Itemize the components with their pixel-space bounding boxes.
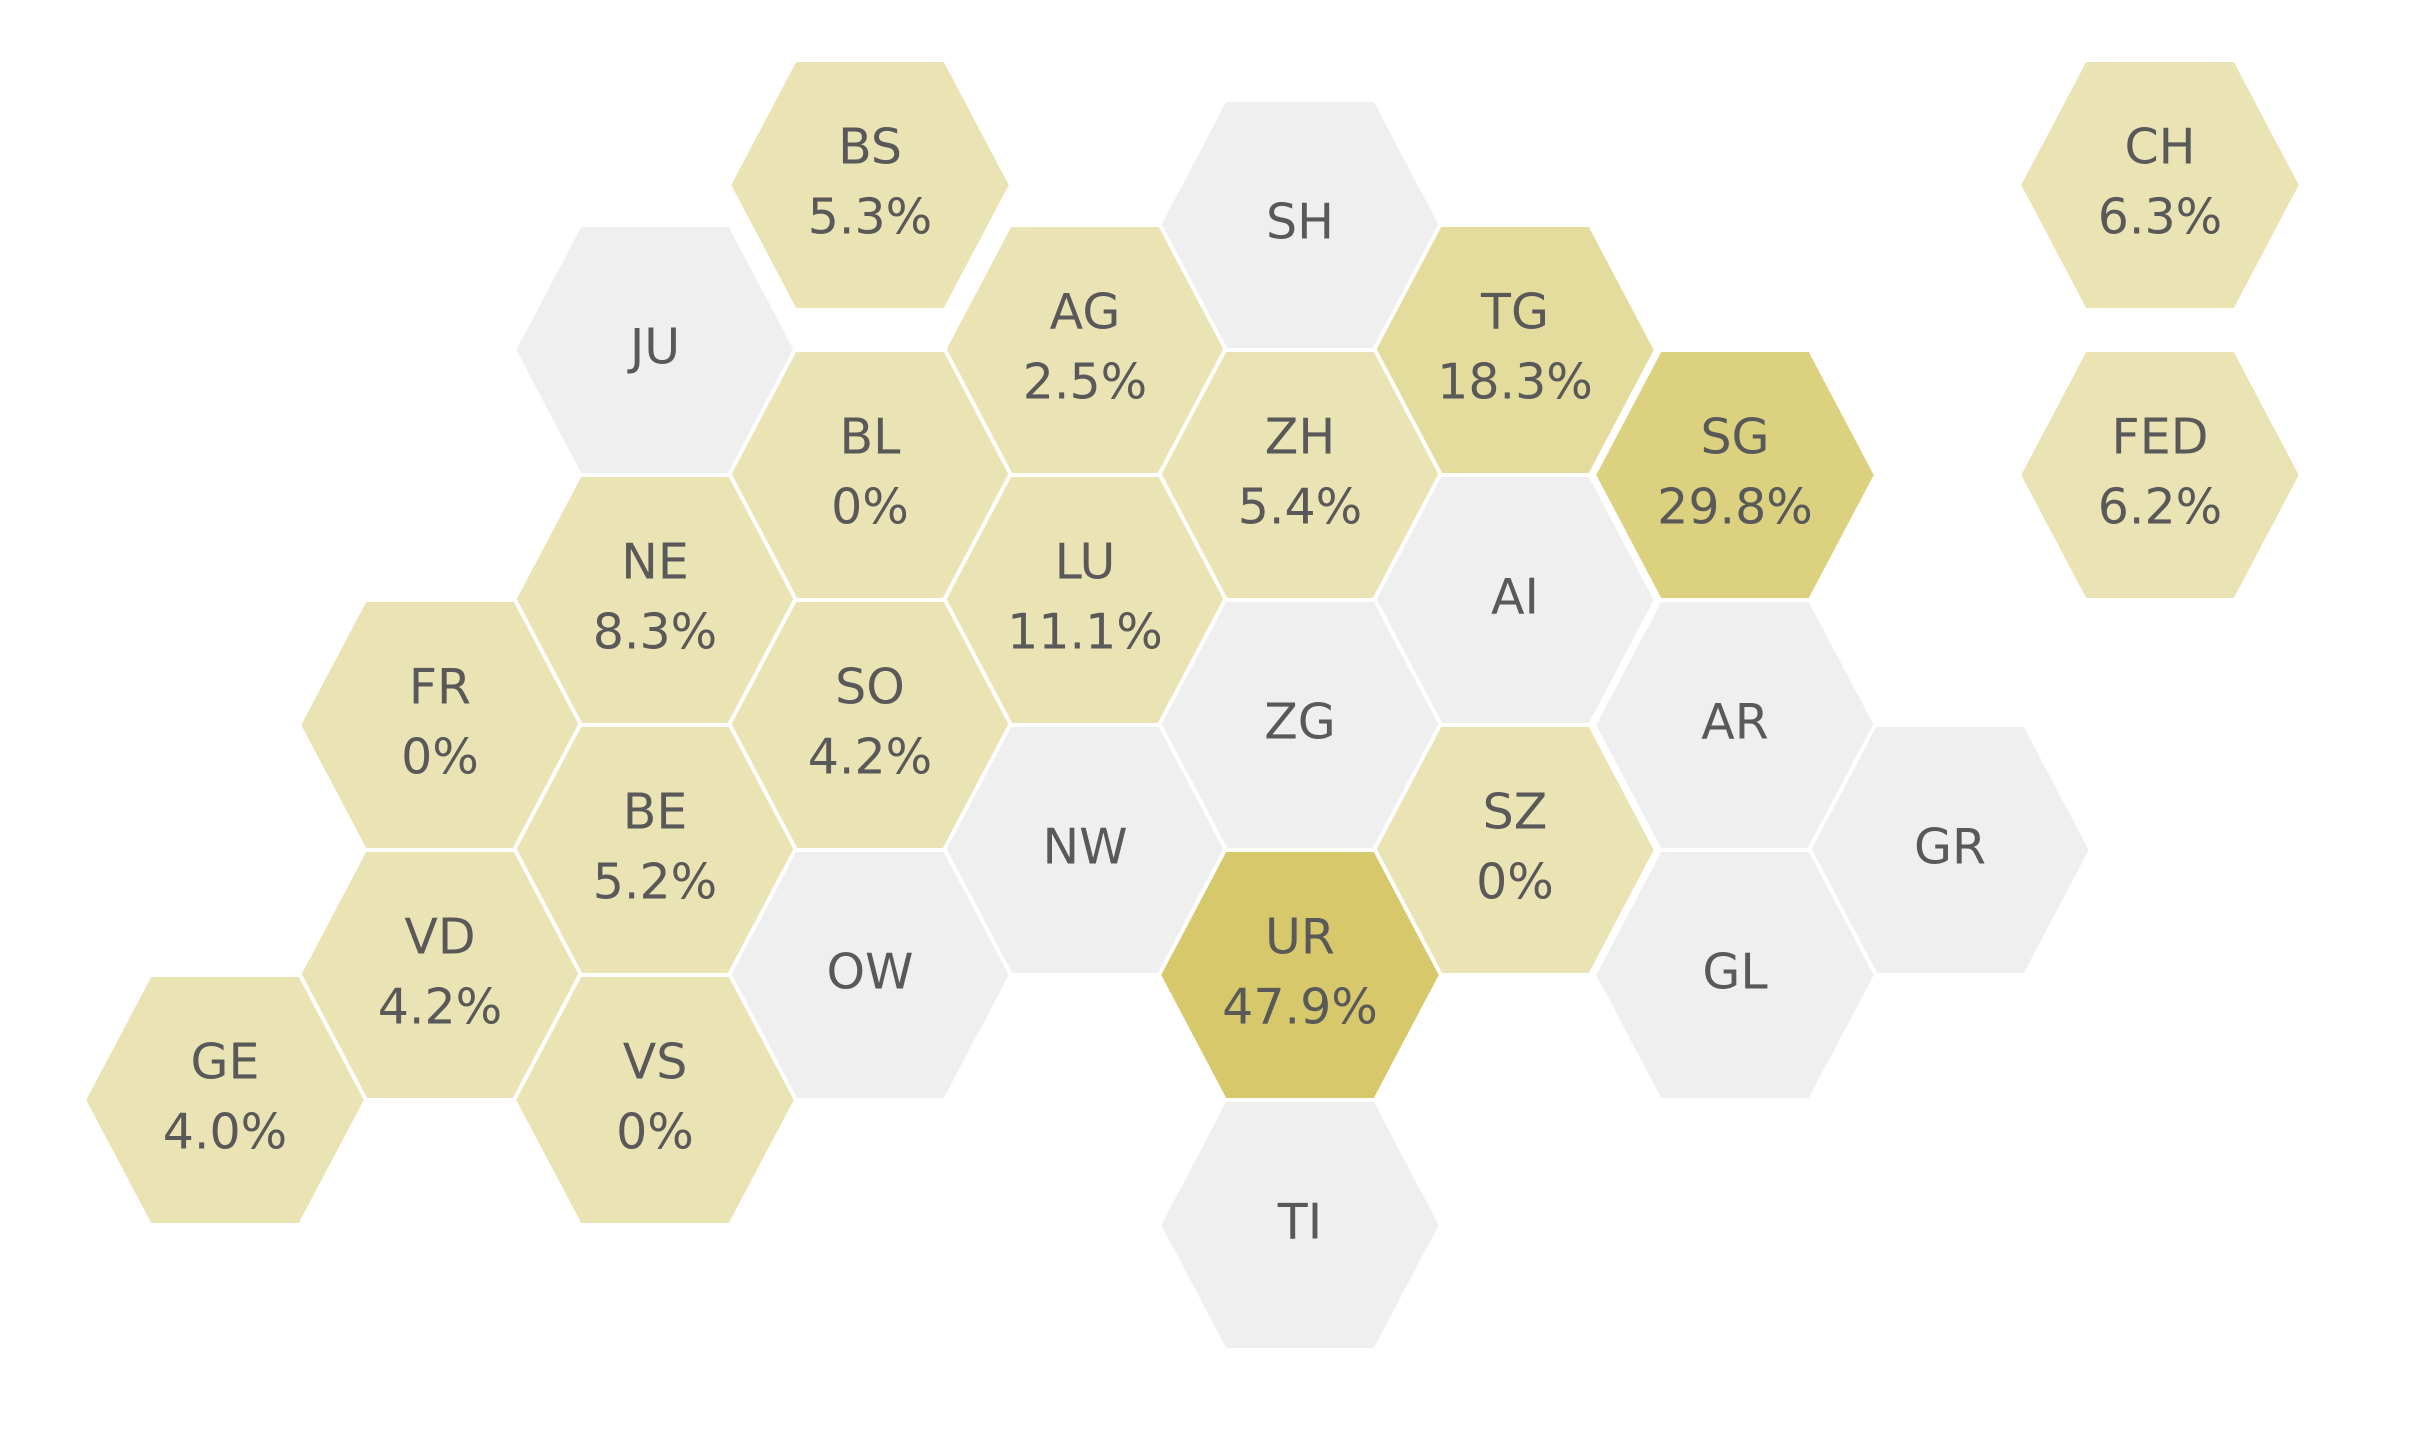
canton-code-gl: GL xyxy=(1702,944,1768,1001)
canton-code-vs: VS xyxy=(623,1034,688,1091)
canton-code-sh: SH xyxy=(1266,194,1334,251)
canton-code-ar: AR xyxy=(1701,694,1769,751)
hex-tile-vd[interactable]: VD 4.2% xyxy=(296,848,584,1102)
hex-tile-zh[interactable]: ZH 5.4% xyxy=(1156,348,1444,602)
hex-tile-bs[interactable]: BS 5.3% xyxy=(726,58,1014,312)
hex-tile-vs[interactable]: VS 0% xyxy=(511,973,799,1227)
canton-value-vd: 4.2% xyxy=(378,979,503,1036)
hex-tile-ti[interactable]: TI xyxy=(1156,1098,1444,1352)
canton-code-zh: ZH xyxy=(1265,409,1335,466)
canton-code-fr: FR xyxy=(409,659,471,716)
canton-code-ai: AI xyxy=(1491,569,1539,626)
canton-code-ju: JU xyxy=(627,319,680,376)
canton-code-vd: VD xyxy=(404,909,475,966)
canton-code-tg: TG xyxy=(1480,284,1549,341)
canton-code-bs: BS xyxy=(838,119,902,176)
hex-tile-sg[interactable]: SG 29.8% xyxy=(1591,348,1879,602)
hex-shape-fed[interactable] xyxy=(2016,348,2304,602)
canton-value-be: 5.2% xyxy=(593,854,718,911)
hex-shape-vs[interactable] xyxy=(511,973,799,1227)
hex-tile-ju[interactable]: JU xyxy=(511,223,799,477)
canton-value-lu: 11.1% xyxy=(1007,604,1163,661)
canton-code-ur: UR xyxy=(1265,909,1335,966)
hex-tile-ne[interactable]: NE 8.3% xyxy=(511,473,799,727)
canton-value-zh: 5.4% xyxy=(1238,479,1363,536)
canton-value-ge: 4.0% xyxy=(163,1104,288,1161)
hex-tile-gl[interactable]: GL xyxy=(1591,848,1879,1102)
canton-code-ge: GE xyxy=(191,1034,260,1091)
hex-shape-ge[interactable] xyxy=(81,973,369,1227)
hex-tile-tg[interactable]: TG 18.3% xyxy=(1371,223,1659,477)
canton-code-nw: NW xyxy=(1042,819,1127,876)
canton-value-ne: 8.3% xyxy=(593,604,718,661)
canton-value-bs: 5.3% xyxy=(808,189,933,246)
canton-code-lu: LU xyxy=(1055,534,1116,591)
hex-shape-ch[interactable] xyxy=(2016,58,2304,312)
hex-shape-bs[interactable] xyxy=(726,58,1014,312)
hex-tile-gr[interactable]: GR xyxy=(1806,723,2094,977)
hex-tile-bl[interactable]: BL 0% xyxy=(726,348,1014,602)
canton-value-vs: 0% xyxy=(616,1104,694,1161)
canton-value-ag: 2.5% xyxy=(1023,354,1148,411)
canton-value-so: 4.2% xyxy=(808,729,933,786)
hex-shape-gl[interactable] xyxy=(1591,848,1879,1102)
hex-tile-ge[interactable]: GE 4.0% xyxy=(81,973,369,1227)
hex-shape-ti[interactable] xyxy=(1156,1098,1444,1352)
canton-code-bl: BL xyxy=(840,409,902,466)
canton-value-sz: 0% xyxy=(1476,854,1554,911)
hex-tile-fr[interactable]: FR 0% xyxy=(296,598,584,852)
canton-code-fed: FED xyxy=(2112,409,2209,466)
canton-code-ti: TI xyxy=(1277,1194,1322,1251)
canton-code-ow: OW xyxy=(826,944,913,1001)
canton-code-ag: AG xyxy=(1050,284,1121,341)
canton-code-sg: SG xyxy=(1700,409,1769,466)
canton-code-so: SO xyxy=(835,659,905,716)
canton-value-ur: 47.9% xyxy=(1222,979,1378,1036)
canton-code-gr: GR xyxy=(1914,819,1986,876)
canton-value-ch: 6.3% xyxy=(2098,189,2223,246)
canton-value-fed: 6.2% xyxy=(2098,479,2223,536)
canton-value-bl: 0% xyxy=(831,479,909,536)
canton-code-sz: SZ xyxy=(1483,784,1548,841)
hex-tile-ch[interactable]: CH 6.3% xyxy=(2016,58,2304,312)
hex-tile-fed[interactable]: FED 6.2% xyxy=(2016,348,2304,602)
canton-value-sg: 29.8% xyxy=(1657,479,1813,536)
canton-code-ch: CH xyxy=(2124,119,2195,176)
canton-value-fr: 0% xyxy=(401,729,479,786)
canton-code-zg: ZG xyxy=(1264,694,1336,751)
canton-value-tg: 18.3% xyxy=(1437,354,1593,411)
canton-code-be: BE xyxy=(623,784,688,841)
canton-code-ne: NE xyxy=(621,534,689,591)
